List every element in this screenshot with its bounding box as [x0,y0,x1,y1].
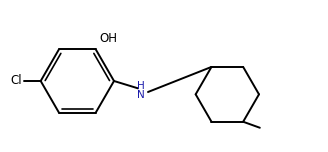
Text: OH: OH [100,32,118,45]
Text: Cl: Cl [10,74,22,88]
Text: H
N: H N [137,81,145,100]
